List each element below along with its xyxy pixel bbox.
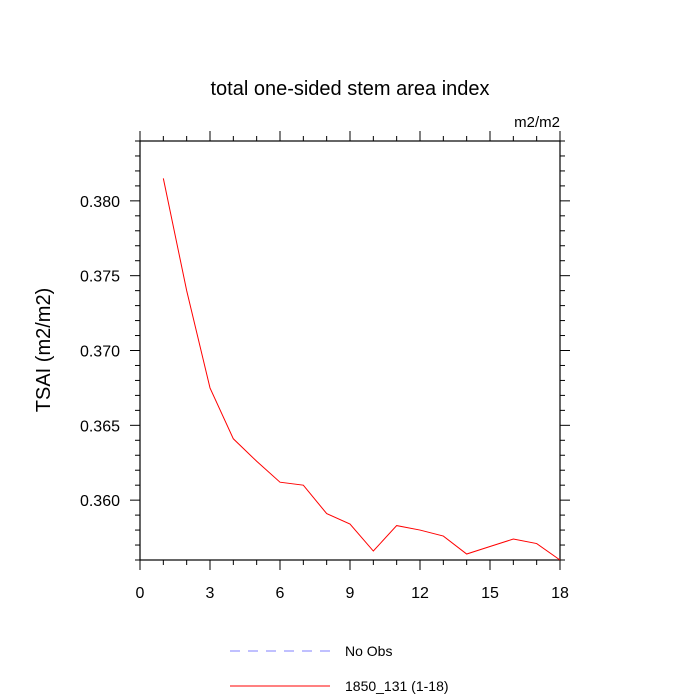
x-tick-label: 6 [276, 585, 285, 602]
x-tick-label: 0 [136, 585, 145, 602]
x-tick-label: 9 [346, 585, 355, 602]
chart-title: total one-sided stem area index [210, 78, 489, 100]
plot-frame [139, 140, 561, 561]
plot-area: 0 3 6 9 12 15 18 0.360 0.365 0.370 0.375 0.380 [80, 131, 570, 602]
units-label: m2/m2 [514, 114, 560, 131]
y-tick-label: 0.375 [80, 269, 120, 286]
series-line-1 [162, 178, 561, 561]
legend-label-0: No Obs [345, 643, 392, 659]
x-tick-label: 18 [551, 585, 569, 602]
y-tick-label: 0.360 [80, 493, 120, 510]
x-tick-label: 15 [481, 585, 499, 602]
x-tick-label: 3 [206, 585, 215, 602]
legend: No Obs 1850_131 (1-18) [230, 643, 449, 694]
y-tick-label: 0.380 [80, 194, 120, 211]
y-axis-label: TSAI (m2/m2) [33, 288, 55, 412]
y-tick-label: 0.365 [80, 418, 120, 435]
legend-label-1: 1850_131 (1-18) [345, 678, 449, 694]
y-tick-label: 0.370 [80, 344, 120, 361]
x-tick-label: 12 [411, 585, 429, 602]
